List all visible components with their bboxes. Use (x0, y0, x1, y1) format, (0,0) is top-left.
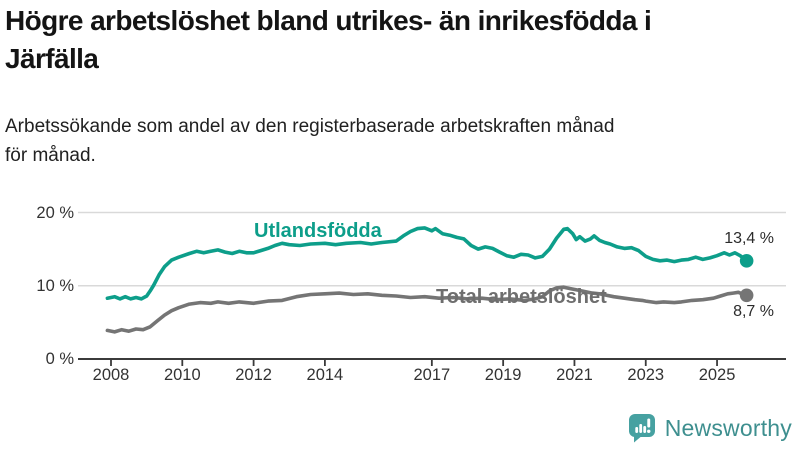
series-end-dot-total-arbetsl-shet (739, 288, 754, 303)
x-tick-label: 2023 (627, 366, 665, 384)
footer: Newsworthy (0, 410, 792, 446)
page-title-line2: Järfälla (5, 43, 99, 74)
x-tick-label: 2017 (413, 366, 451, 384)
y-tick-label: 10 % (36, 276, 74, 295)
x-tick-label: 2014 (306, 366, 344, 384)
end-value-label-utlandsfodda: 13,4 % (724, 230, 774, 247)
x-tick-label: 2012 (235, 366, 272, 384)
end-value-label-total-arbetsloshet: 8,7 % (733, 303, 774, 320)
newsworthy-brand-text: Newsworthy (664, 414, 792, 441)
x-tick-label: 2008 (92, 366, 130, 384)
chart-subtitle-line1: Arbetssökande som andel av den registerb… (5, 116, 615, 137)
x-tick-label: 2010 (163, 366, 201, 384)
newsworthy-logo-icon (628, 414, 655, 443)
series-label-total-arbetsloshet: Total arbetslöshet (436, 286, 607, 308)
y-tick-label: 20 % (36, 203, 74, 222)
x-tick-label: 2025 (698, 366, 736, 384)
series-label-utlandsfodda: Utlandsfödda (254, 220, 382, 242)
y-tick-label: 0 % (45, 350, 74, 368)
page-title: Högre arbetslöshet bland utrikes- än inr… (5, 2, 800, 78)
chart-subtitle: Arbetssökande som andel av den registerb… (5, 112, 795, 170)
series-line-total-arbetsl-shet (105, 285, 749, 334)
series-end-dot-utlandsf-dda (739, 254, 754, 268)
page-title-line1: Högre arbetslöshet bland utrikes- än inr… (5, 5, 652, 36)
chart-subtitle-line2: för månad. (5, 145, 96, 166)
x-tick-label: 2019 (484, 366, 522, 384)
newsworthy-brand-link[interactable]: Newsworthy (627, 412, 792, 444)
series-line-utlandsf-dda (105, 226, 749, 301)
x-tick-label: 2021 (556, 366, 593, 384)
